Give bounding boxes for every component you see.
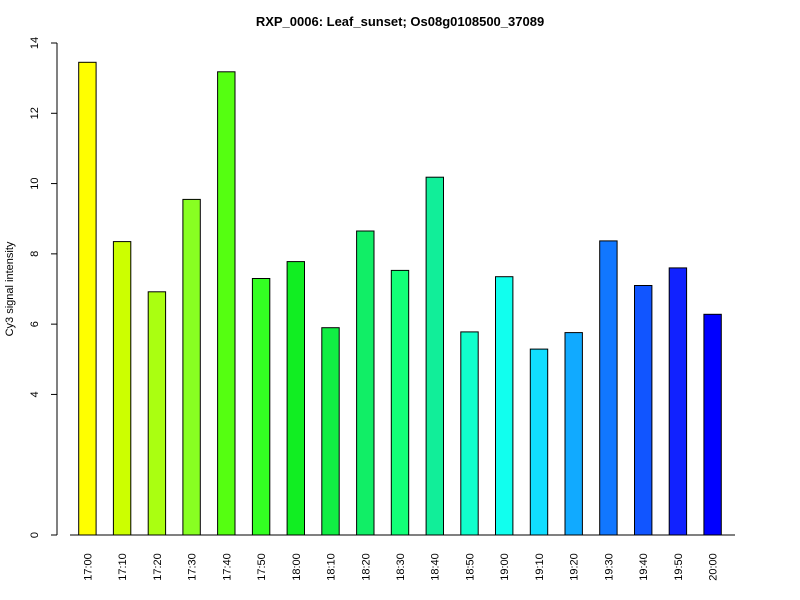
- y-tick-label: 4: [29, 391, 41, 397]
- bars: [78, 61, 722, 536]
- x-tick-label: 17:10: [117, 553, 129, 581]
- x-tick-label: 18:10: [326, 553, 338, 581]
- x-tick-label: 19:00: [499, 553, 511, 581]
- bar-1920: [564, 332, 583, 536]
- x-tick-label: 19:20: [569, 553, 581, 581]
- chart-title: RXP_0006: Leaf_sunset; Os08g0108500_3708…: [256, 14, 544, 29]
- bar-1900: [495, 276, 514, 536]
- x-axis: 17:00 17:10 17:20 17:30 17:40 17:50 18:00 18:10…: [70, 534, 735, 581]
- bar-1710: [112, 241, 132, 536]
- bar-1820: [356, 230, 375, 536]
- x-tick-label: 17:20: [152, 553, 164, 581]
- y-tick-label: 0: [29, 532, 41, 538]
- bar-1950: [668, 267, 688, 536]
- y-tick-label: 8: [29, 251, 41, 257]
- bar-1840: [425, 176, 445, 536]
- x-tick-label: 17:00: [82, 553, 94, 581]
- y-axis-label: Cy3 signal intensity: [4, 241, 16, 336]
- bar-1730: [182, 198, 201, 536]
- x-tick-label: 17:30: [187, 553, 199, 581]
- bar-1720: [147, 291, 167, 536]
- bar-1930: [599, 240, 618, 536]
- y-tick-label: 6: [29, 321, 41, 327]
- x-tick-label: 19:50: [673, 553, 685, 581]
- bar-1810: [321, 327, 340, 536]
- bar-1700: [78, 61, 97, 536]
- bar-1750: [251, 278, 271, 536]
- y-tick-label: 12: [29, 107, 41, 119]
- bar-1740: [217, 71, 236, 536]
- bar-1850: [460, 331, 479, 536]
- x-tick-label: 19:40: [638, 553, 650, 581]
- x-tick-label: 18:00: [291, 553, 303, 581]
- x-tick-label: 19:10: [534, 553, 546, 581]
- bar-1800: [286, 261, 306, 536]
- x-tick-label: 17:50: [256, 553, 268, 581]
- bar-1910: [529, 348, 549, 536]
- x-tick-label: 18:30: [395, 553, 407, 581]
- y-tick-label: 10: [29, 177, 41, 189]
- bar-2000: [703, 313, 722, 536]
- x-tick-label: 19:30: [603, 553, 615, 581]
- bar-1830: [390, 269, 410, 536]
- x-tick-label: 18:40: [430, 553, 442, 581]
- x-tick-label: 17:40: [221, 553, 233, 581]
- bar-1940: [634, 285, 653, 536]
- y-axis: 0 4 6 8 10 12 14: [29, 37, 58, 538]
- x-tick-label: 18:20: [360, 553, 372, 581]
- x-tick-label: 18:50: [464, 553, 476, 581]
- y-tick-label: 14: [29, 37, 41, 49]
- x-tick-label: 20:00: [708, 553, 720, 581]
